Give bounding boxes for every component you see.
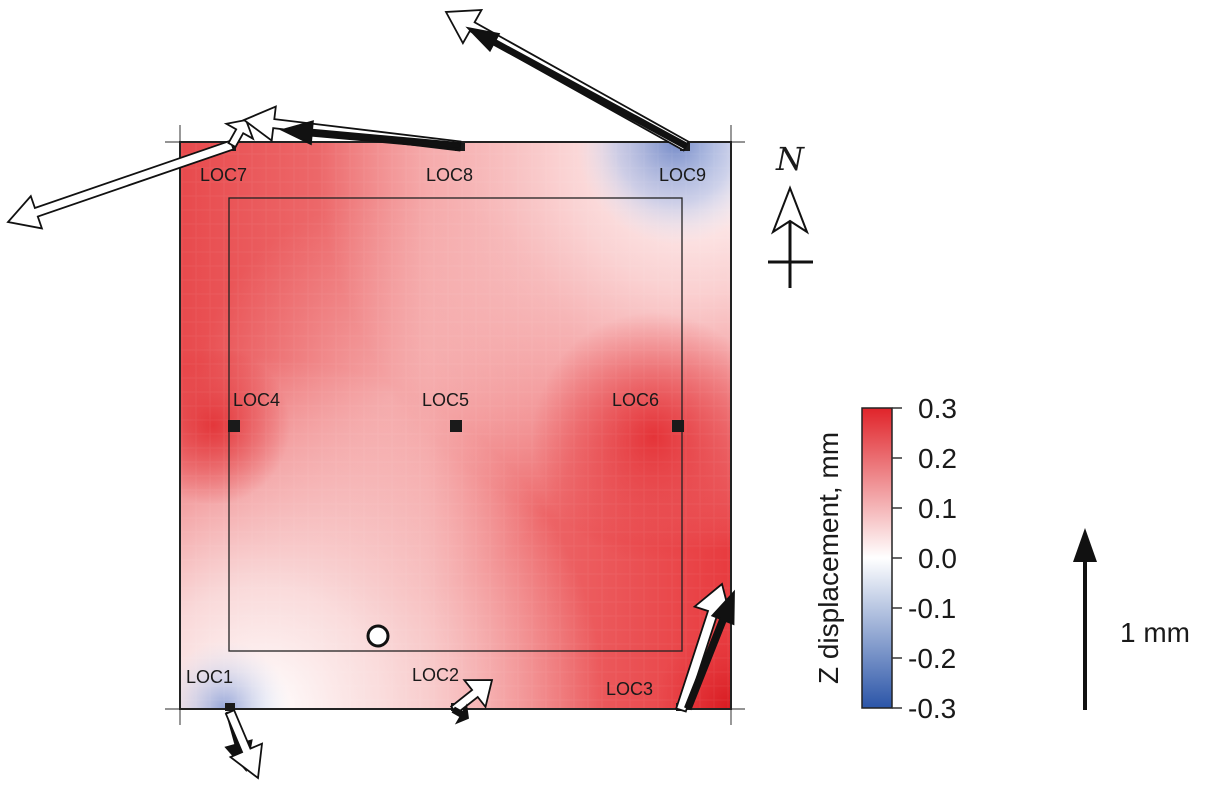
vector-loc1-white-icon: [224, 709, 264, 780]
label-loc6: LOC6: [612, 390, 659, 410]
colorbar: 0.3 0.2 0.1 0.0 -0.1 -0.2 -0.3 Z displac…: [813, 393, 957, 724]
colorbar-gradient: [861, 407, 893, 709]
location-labels: LOC1 LOC2 LOC3 LOC4 LOC5 LOC6 LOC7 LOC8 …: [186, 165, 706, 699]
label-loc3: LOC3: [606, 679, 653, 699]
vector-loc9-black-icon: [465, 26, 689, 150]
label-loc5: LOC5: [422, 390, 469, 410]
label-loc8: LOC8: [426, 165, 473, 185]
colorbar-title: Z displacement, mm: [813, 432, 844, 684]
marker-loc6: [672, 420, 684, 432]
colorbar-tick-4: -0.1: [908, 593, 956, 624]
colorbar-tick-marks: [892, 407, 902, 709]
scale-arrowhead-icon: [1073, 528, 1097, 562]
vector-loc2-black-icon: [451, 703, 469, 725]
colorbar-tick-6: -0.3: [908, 693, 956, 724]
label-loc7: LOC7: [200, 165, 247, 185]
colorbar-tick-0: 0.3: [918, 393, 957, 424]
vector-loc3-black-icon: [684, 589, 735, 711]
vector-loc8-black-icon: [279, 120, 462, 150]
label-loc9: LOC9: [659, 165, 706, 185]
colorbar-tick-2: 0.1: [918, 493, 957, 524]
vector-loc7-white-2-icon: [223, 118, 255, 149]
colorbar-tick-5: -0.2: [908, 643, 956, 674]
label-loc1: LOC1: [186, 667, 233, 687]
north-arrowhead-icon: [770, 185, 810, 235]
scale-label: 1 mm: [1120, 617, 1190, 648]
marker-loc1: [225, 703, 235, 711]
north-arrow: N: [768, 140, 813, 288]
colorbar-tick-3: 0.0: [918, 543, 957, 574]
label-loc4: LOC4: [233, 390, 280, 410]
label-loc2: LOC2: [412, 665, 459, 685]
vector-loc2-white-icon: [449, 679, 494, 715]
reference-circle: [366, 624, 390, 648]
vector-loc7-white-icon: [6, 139, 235, 230]
displacement-vectors: [6, 9, 735, 780]
scale-bar: 1 mm: [1073, 528, 1190, 710]
marker-loc4: [228, 420, 240, 432]
marker-loc5: [450, 420, 462, 432]
colorbar-tick-1: 0.2: [918, 443, 957, 474]
north-label: N: [775, 140, 805, 178]
